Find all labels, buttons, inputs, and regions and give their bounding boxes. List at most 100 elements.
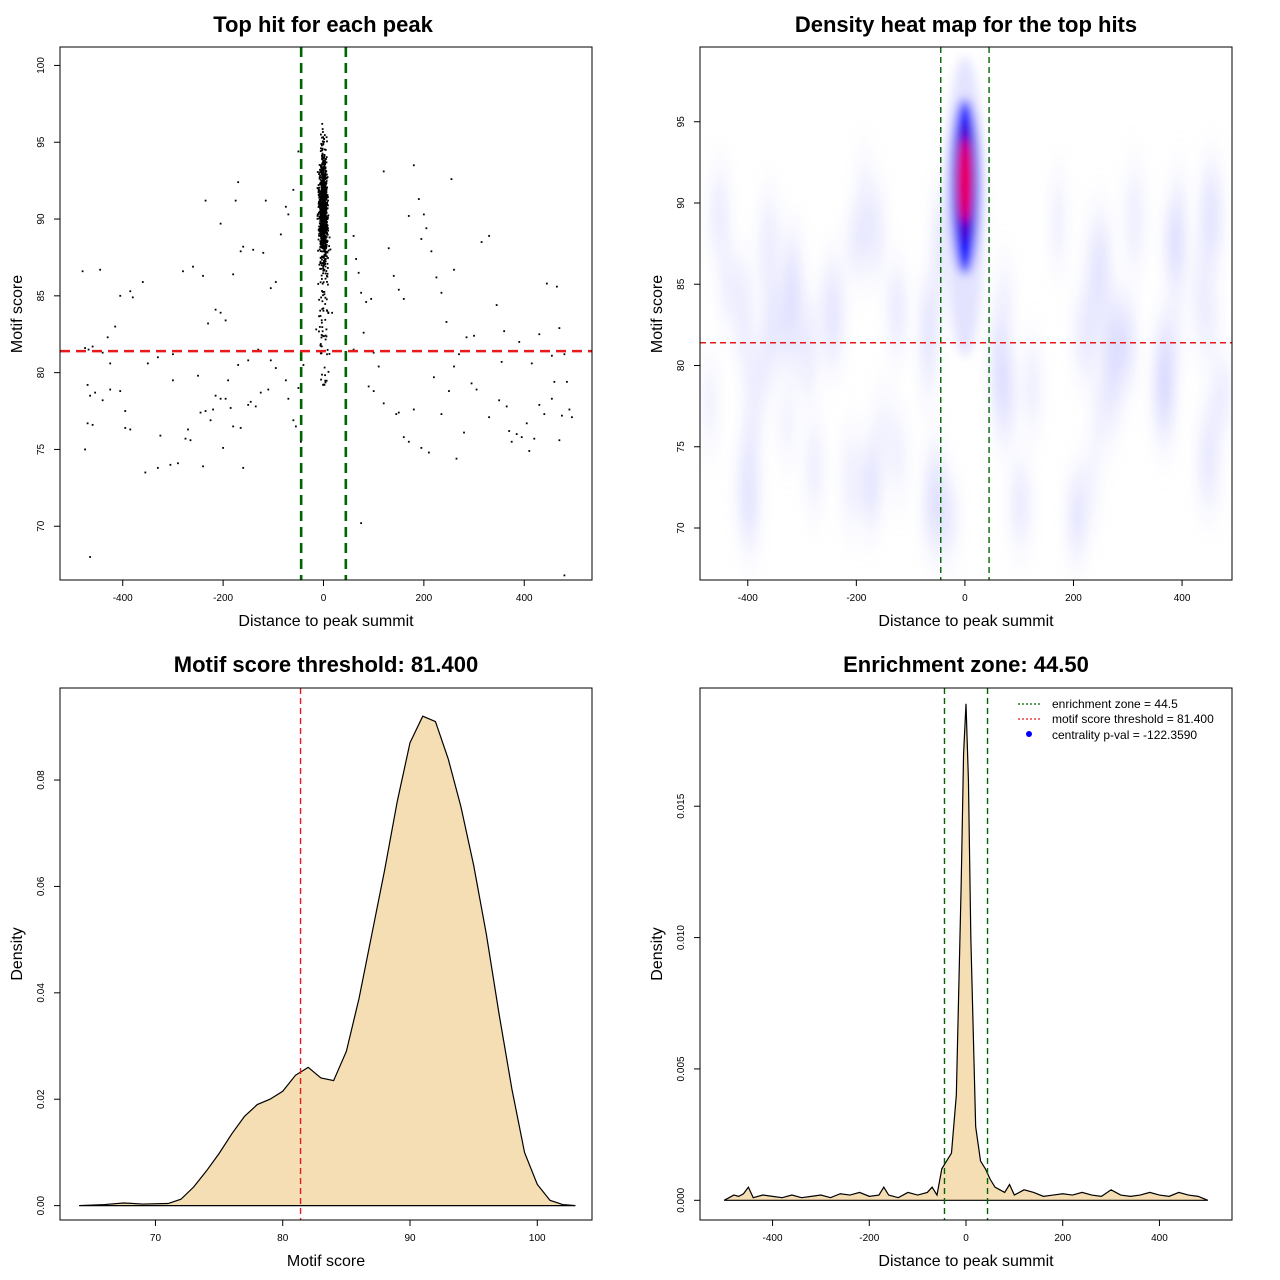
- data-point: [325, 207, 328, 209]
- data-point: [326, 140, 328, 143]
- data-point: [538, 403, 541, 406]
- data-point: [172, 379, 174, 382]
- data-point: [320, 171, 323, 174]
- data-point: [318, 330, 320, 333]
- data-point: [247, 403, 250, 406]
- data-point: [323, 205, 326, 208]
- data-point: [321, 174, 324, 176]
- data-point: [317, 283, 320, 285]
- data-point: [204, 199, 207, 202]
- density-haze: [1153, 330, 1174, 447]
- data-point: [322, 239, 324, 241]
- density-haze: [738, 259, 750, 369]
- data-point: [322, 225, 324, 228]
- data-point: [325, 170, 328, 173]
- data-point: [322, 307, 325, 310]
- data-point: [318, 298, 321, 301]
- data-point: [324, 235, 327, 238]
- data-point: [392, 274, 395, 277]
- data-point: [545, 282, 548, 285]
- data-point: [324, 203, 326, 206]
- data-point: [325, 188, 328, 190]
- data-point: [323, 232, 325, 235]
- data-point: [325, 245, 328, 248]
- data-point: [318, 176, 321, 178]
- x-tick-label: 100: [529, 1233, 546, 1244]
- data-point: [319, 168, 321, 171]
- data-point: [91, 423, 94, 426]
- data-point: [352, 348, 355, 351]
- data-point: [322, 265, 325, 268]
- data-point: [395, 413, 398, 416]
- data-point: [320, 267, 323, 270]
- data-point: [101, 399, 104, 402]
- data-point: [323, 186, 326, 188]
- x-tick-label: -200: [846, 593, 866, 604]
- data-point: [325, 230, 328, 233]
- data-point: [322, 211, 325, 214]
- data-point: [322, 184, 325, 187]
- data-point: [320, 319, 323, 322]
- data-point: [224, 397, 227, 400]
- data-point: [323, 164, 326, 167]
- data-point: [323, 240, 326, 243]
- data-point: [81, 270, 84, 273]
- x-tick-label: 400: [1174, 593, 1191, 604]
- density-haze: [869, 189, 883, 276]
- data-point: [322, 221, 324, 224]
- data-point: [269, 287, 272, 290]
- data-point: [187, 428, 189, 431]
- y-tick-label: 90: [676, 197, 687, 209]
- data-point: [323, 262, 326, 264]
- data-point: [322, 209, 325, 212]
- data-point: [319, 250, 322, 253]
- data-point: [324, 216, 327, 219]
- y-tick-label: 85: [36, 290, 47, 302]
- data-point: [214, 394, 217, 397]
- data-point: [318, 200, 320, 203]
- data-point: [440, 413, 443, 416]
- data-point: [323, 194, 326, 196]
- data-point: [475, 388, 478, 391]
- data-point: [520, 436, 523, 439]
- data-point: [254, 405, 257, 408]
- data-point: [322, 269, 325, 271]
- data-point: [319, 309, 322, 312]
- x-tick-label: -200: [213, 593, 233, 604]
- data-point: [322, 177, 324, 180]
- data-point: [324, 245, 327, 248]
- panel-title: Density heat map for the top hits: [795, 12, 1137, 37]
- panel-title: Enrichment zone: 44.50: [843, 652, 1089, 677]
- data-point: [558, 327, 561, 329]
- data-point: [323, 215, 326, 218]
- data-point: [324, 334, 327, 337]
- data-point: [325, 182, 327, 184]
- x-tick-label: 200: [1065, 593, 1082, 604]
- data-point: [360, 291, 363, 294]
- data-point: [321, 209, 324, 212]
- data-point: [500, 360, 503, 363]
- data-point: [420, 447, 423, 449]
- data-point: [326, 255, 328, 258]
- data-point: [323, 229, 325, 232]
- data-point: [324, 200, 326, 203]
- data-point: [321, 156, 324, 159]
- data-point: [352, 235, 355, 237]
- data-point: [397, 411, 400, 414]
- data-point: [321, 168, 323, 170]
- data-point: [550, 354, 553, 357]
- data-point: [320, 144, 323, 147]
- density-haze: [703, 363, 716, 445]
- data-point: [323, 245, 325, 247]
- data-point: [323, 162, 326, 165]
- density-haze: [779, 392, 795, 454]
- data-point: [430, 250, 433, 253]
- data-point: [257, 348, 260, 351]
- y-tick-label: 75: [676, 441, 687, 453]
- y-tick-label: 90: [36, 213, 47, 225]
- density-haze: [989, 307, 1009, 407]
- legend-swatch-pval: [1026, 731, 1032, 737]
- data-point: [325, 239, 328, 242]
- data-point: [453, 365, 455, 368]
- y-axis-label: Density: [9, 927, 26, 980]
